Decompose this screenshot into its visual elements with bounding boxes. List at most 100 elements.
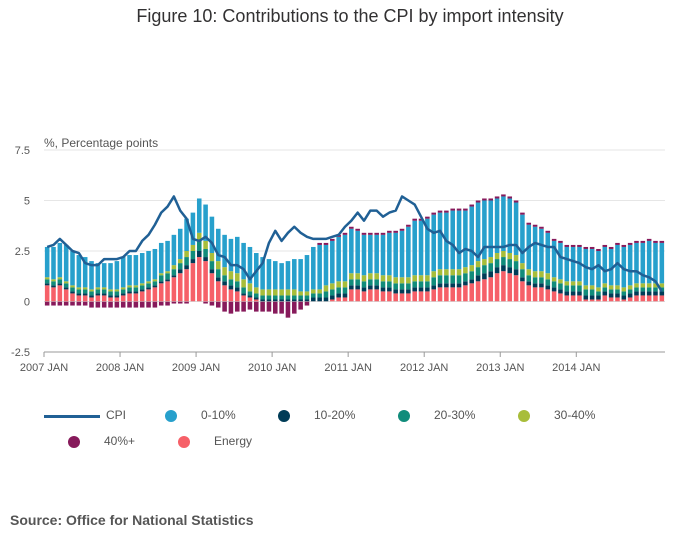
bar-segment-20-30- xyxy=(425,281,430,288)
bar-segment-20-30- xyxy=(456,275,462,284)
bar-segment-30-40- xyxy=(501,251,506,258)
bar-segment-10-20- xyxy=(241,293,246,296)
bar-segment-10-20- xyxy=(361,287,367,292)
bar-segment-10-20- xyxy=(304,299,310,302)
chart-title: Figure 10: Contributions to the CPI by i… xyxy=(136,6,564,26)
bar-segment-30-40- xyxy=(659,283,665,288)
bar-segment-20-30- xyxy=(355,279,360,286)
bar-segment-10-20- xyxy=(76,293,82,296)
bar-segment-0-10- xyxy=(127,255,132,286)
bar-segment-0-10- xyxy=(412,220,417,276)
bar-segment-40- xyxy=(89,301,94,308)
bar-segment-energy xyxy=(203,261,208,302)
bar-segment-0-10- xyxy=(51,246,56,280)
bar-segment-0-10- xyxy=(374,234,379,274)
bar-segment-10-20- xyxy=(89,295,94,298)
bar-segment-10-20- xyxy=(488,271,494,278)
bar-segment-energy xyxy=(545,289,551,302)
bar-segment-10-20- xyxy=(501,265,506,272)
bar-segment-20-30- xyxy=(450,275,455,284)
bar-segment-energy xyxy=(615,297,620,302)
bar-segment-10-20- xyxy=(551,287,557,292)
bar-segment-20-30- xyxy=(254,293,259,298)
bar-segment-40- xyxy=(627,242,633,245)
bar-segment-20-30- xyxy=(203,248,208,258)
bar-segment-30-40- xyxy=(285,289,291,296)
bar-segment-energy xyxy=(507,273,513,302)
bar-segment-40- xyxy=(570,244,576,247)
bar-segment-0-10- xyxy=(494,198,500,254)
bar-segment-0-10- xyxy=(513,202,519,256)
bar-segment-0-10- xyxy=(89,261,94,290)
bar-segment-0-10- xyxy=(532,226,538,272)
bar-segment-energy xyxy=(501,271,506,302)
bar-segment-40- xyxy=(596,248,601,251)
legend-dot-swatch xyxy=(398,410,410,422)
bar-segment-energy xyxy=(627,297,633,302)
bar-segment-10-20- xyxy=(539,283,544,288)
bar-segment-20-30- xyxy=(336,287,341,294)
bar-segment-10-20- xyxy=(475,275,481,282)
bar-segment-30-40- xyxy=(171,265,177,270)
y-tick-label: -2.5 xyxy=(11,347,30,359)
bar-segment-30-40- xyxy=(640,283,646,288)
bar-segment-10-20- xyxy=(602,291,608,296)
bar-segment-0-10- xyxy=(469,206,475,266)
bar-segment-30-40- xyxy=(165,271,170,274)
bar-segment-20-30- xyxy=(469,271,475,280)
bar-segment-0-10- xyxy=(279,263,284,290)
bar-segment-30-40- xyxy=(634,283,639,288)
bar-segment-30-40- xyxy=(133,285,139,288)
bar-segment-20-30- xyxy=(399,283,405,290)
bar-segment-energy xyxy=(564,295,570,302)
bar-segment-energy xyxy=(437,287,443,302)
bar-segment-energy xyxy=(374,289,379,302)
bar-segment-20-30- xyxy=(368,279,373,286)
bar-segment-0-10- xyxy=(387,232,392,276)
bar-segment-30-40- xyxy=(304,291,310,296)
bar-segment-30-40- xyxy=(653,283,658,288)
bar-segment-40- xyxy=(241,301,246,312)
bar-segment-0-10- xyxy=(241,242,246,280)
bar-segment-40- xyxy=(247,301,253,310)
bar-segment-10-20- xyxy=(57,283,63,286)
bar-segment-30-40- xyxy=(215,261,221,270)
bar-segment-40- xyxy=(209,301,215,306)
bar-segment-20-30- xyxy=(241,287,246,294)
bar-segment-20-30- xyxy=(228,279,234,286)
bar-segment-30-40- xyxy=(583,285,589,290)
y-tick-label: 7.5 xyxy=(15,145,30,157)
bar-segment-energy xyxy=(520,281,525,302)
bar-segment-20-30- xyxy=(564,285,570,292)
bar-segment-20-30- xyxy=(285,295,291,300)
bar-segment-20-30- xyxy=(317,293,322,298)
bar-segment-0-10- xyxy=(285,261,291,290)
bar-segment-0-10- xyxy=(330,240,335,284)
bar-segment-20-30- xyxy=(76,289,82,294)
bar-segment-40- xyxy=(70,301,75,306)
bar-segment-energy xyxy=(361,291,367,302)
legend-dot-swatch xyxy=(518,410,530,422)
bar-segment-0-10- xyxy=(203,204,208,241)
bar-segment-30-40- xyxy=(70,285,75,288)
bar-segment-0-10- xyxy=(425,218,430,276)
bar-segment-0-10- xyxy=(558,242,563,280)
bar-segment-30-40- xyxy=(399,277,405,284)
bar-segment-30-40- xyxy=(89,289,94,292)
bar-segment-0-10- xyxy=(539,228,544,272)
bar-segment-energy xyxy=(51,287,56,302)
bar-segment-0-10- xyxy=(108,263,113,290)
bar-segment-30-40- xyxy=(513,255,519,262)
bar-segment-10-20- xyxy=(292,299,297,302)
bar-segment-0-10- xyxy=(101,263,107,288)
bar-segment-40- xyxy=(475,200,481,203)
bar-segment-0-10- xyxy=(44,246,50,278)
bar-segment-10-20- xyxy=(342,293,348,298)
bar-segment-20-30- xyxy=(539,277,544,284)
bar-segment-20-30- xyxy=(406,283,411,290)
bar-segment-40- xyxy=(520,212,525,215)
bar-segment-energy xyxy=(456,287,462,302)
bar-segment-10-20- xyxy=(165,279,170,282)
bar-segment-10-20- xyxy=(279,299,284,302)
bar-segment-30-40- xyxy=(380,275,386,282)
